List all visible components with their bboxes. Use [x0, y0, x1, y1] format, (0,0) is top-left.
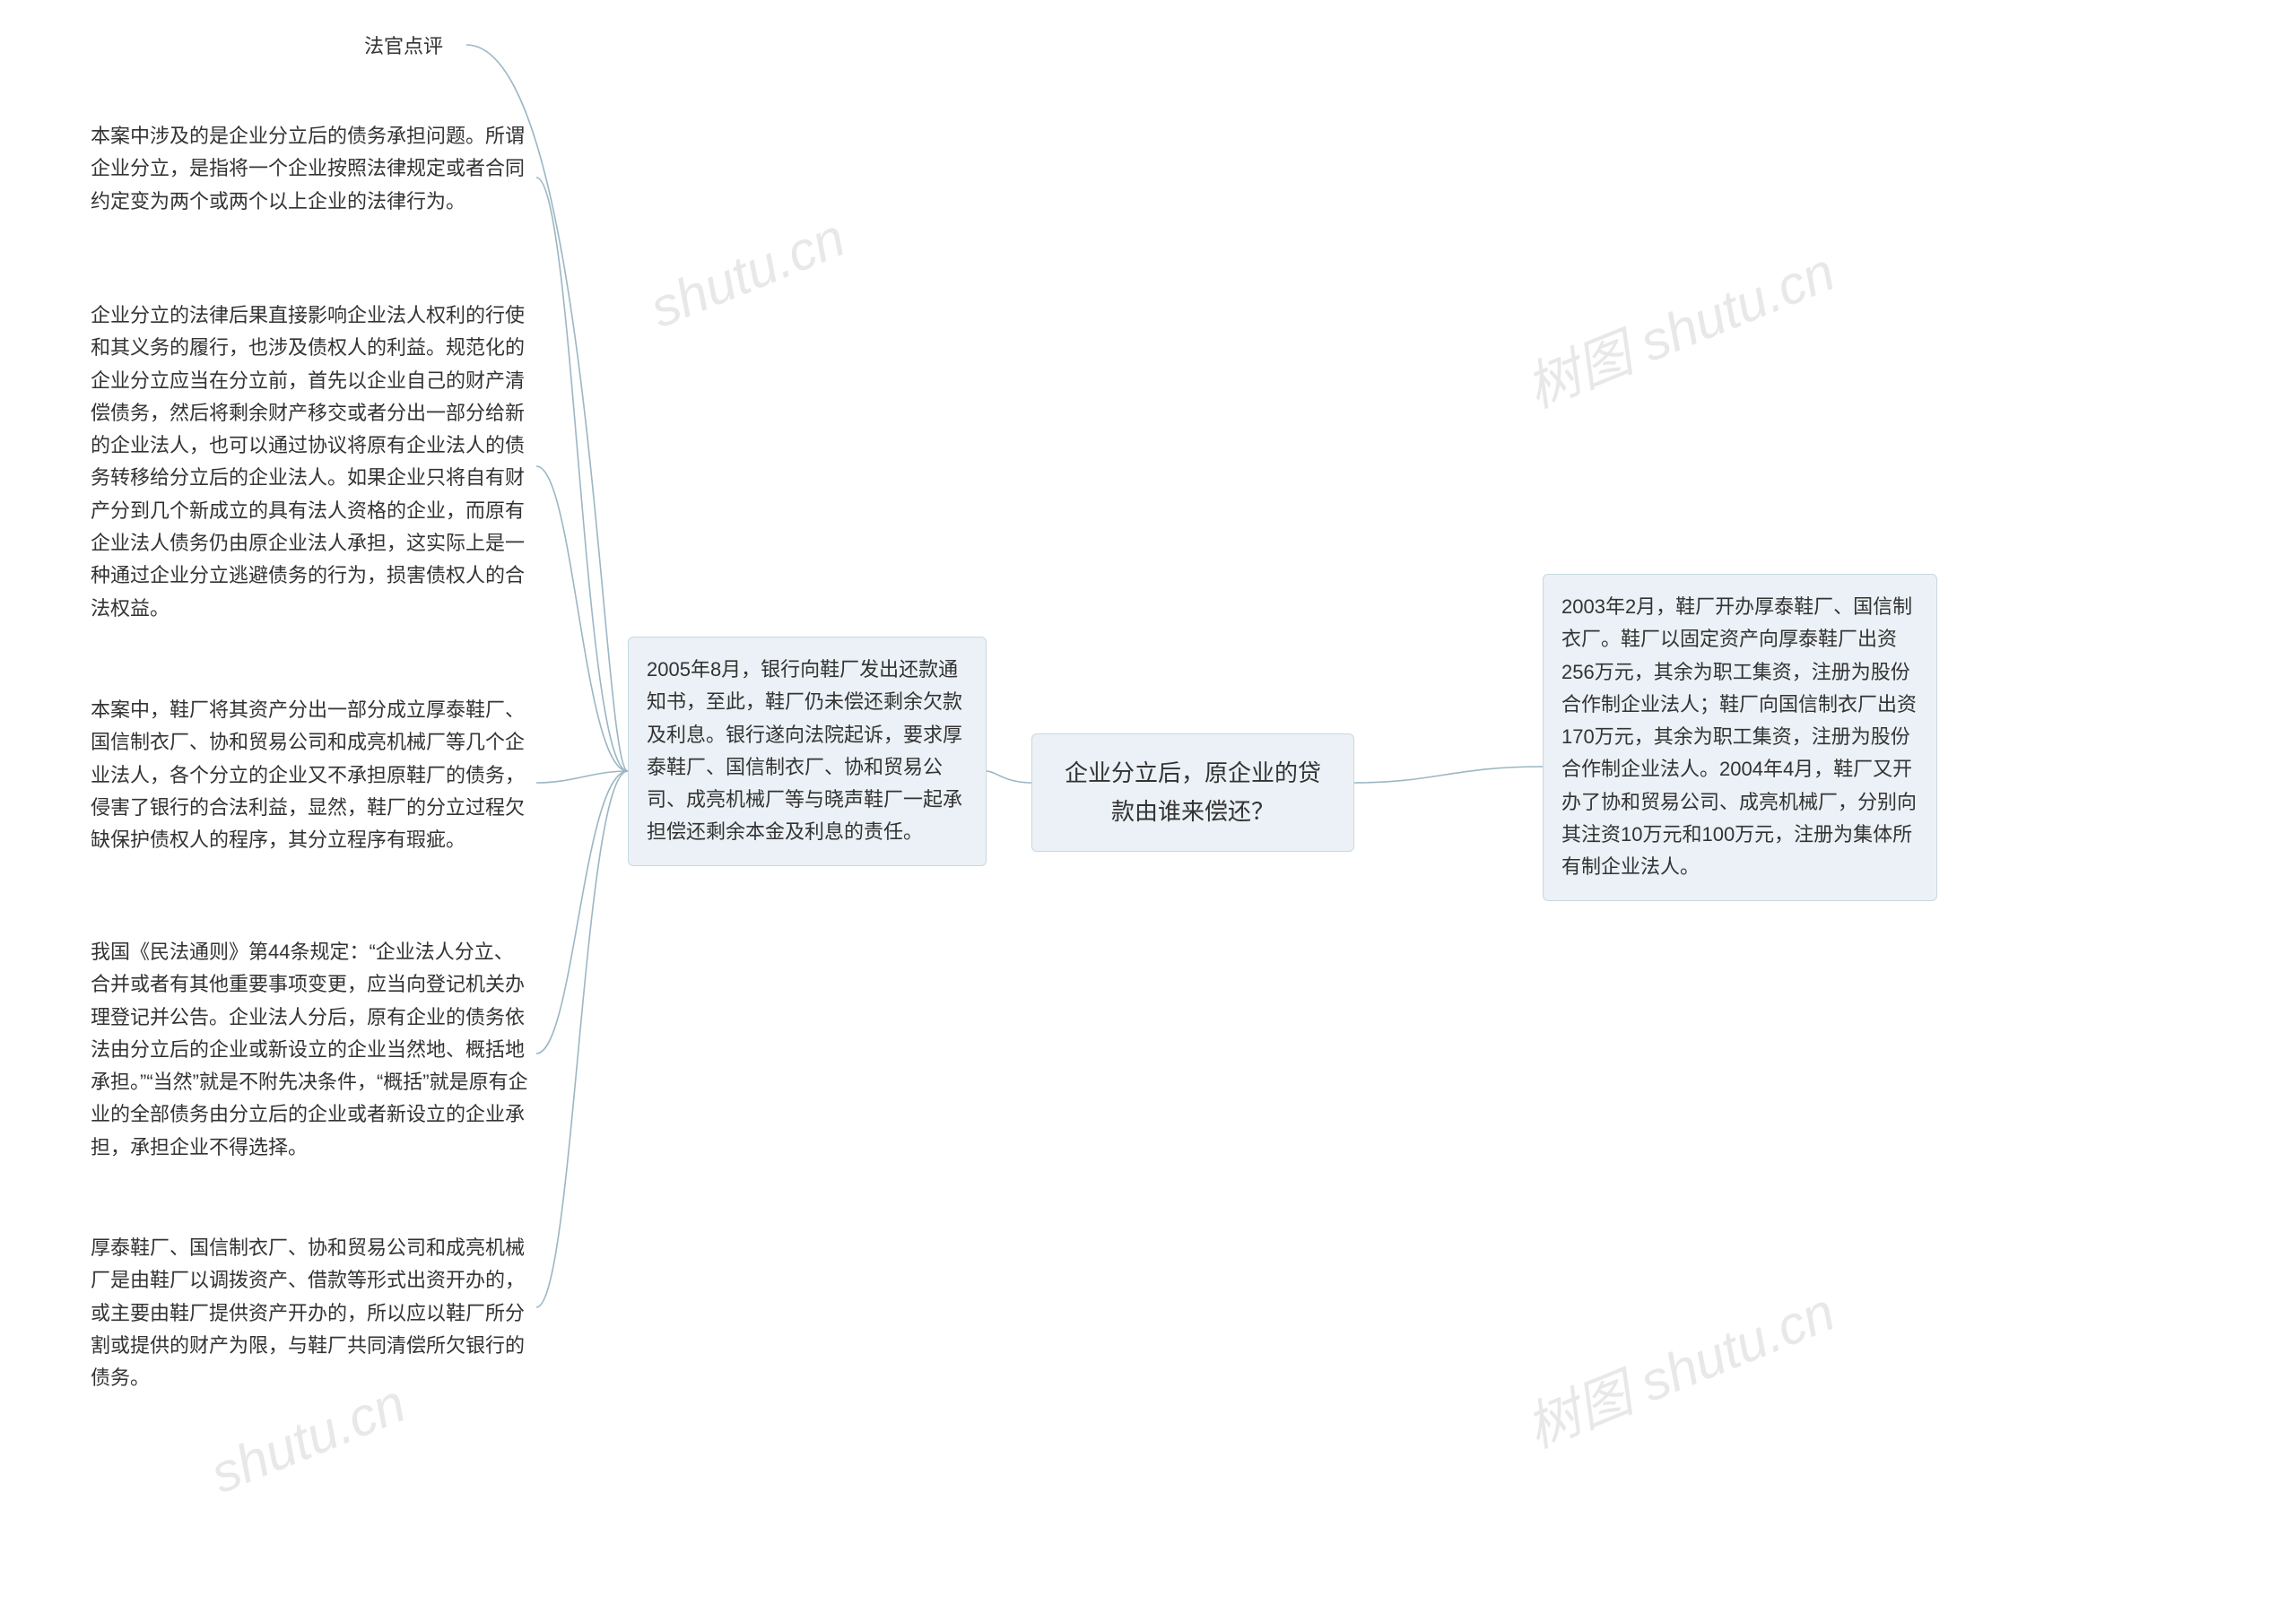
commentary-3[interactable]: 本案中，鞋厂将其资产分出一部分成立厚泰鞋厂、国信制衣厂、协和贸易公司和成亮机械厂… — [85, 690, 534, 860]
connector-c2 — [536, 466, 628, 771]
connector-root-right — [1354, 767, 1543, 783]
watermark: shutu.cn — [641, 206, 853, 340]
connector-c1 — [536, 178, 628, 771]
commentary-title[interactable]: 法官点评 — [359, 27, 502, 66]
commentary-4[interactable]: 我国《民法通则》第44条规定：“企业法人分立、合并或者有其他重要事项变更，应当向… — [85, 932, 534, 1167]
watermark: 树图 shutu.cn — [1513, 1269, 1845, 1463]
connector-c3 — [536, 771, 628, 783]
commentary-1[interactable]: 本案中涉及的是企业分立后的债务承担问题。所谓企业分立，是指将一个企业按照法律规定… — [85, 117, 534, 221]
right-child-node[interactable]: 2003年2月，鞋厂开办厚泰鞋厂、国信制衣厂。鞋厂以固定资产向厚泰鞋厂出资256… — [1543, 574, 1937, 901]
connector-root-leftmain — [987, 771, 1031, 783]
commentary-2[interactable]: 企业分立的法律后果直接影响企业法人权利的行使和其义务的履行，也涉及债权人的利益。… — [85, 296, 534, 629]
root-node[interactable]: 企业分立后，原企业的贷款由谁来偿还？ — [1031, 733, 1354, 852]
connector-c5 — [536, 771, 628, 1307]
watermark: 树图 shutu.cn — [1513, 229, 1845, 423]
connector-c4 — [536, 771, 628, 1054]
left-main-node[interactable]: 2005年8月，银行向鞋厂发出还款通知书，至此，鞋厂仍未偿还剩余欠款及利息。银行… — [628, 637, 987, 866]
commentary-5[interactable]: 厚泰鞋厂、国信制衣厂、协和贸易公司和成亮机械厂是由鞋厂以调拨资产、借款等形式出资… — [85, 1228, 534, 1398]
